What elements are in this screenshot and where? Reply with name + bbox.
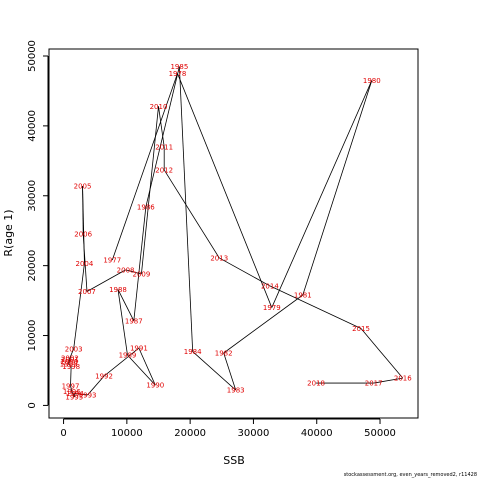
- y-axis-title: R(age 1): [2, 209, 15, 256]
- point-label-1989: 1989: [119, 352, 137, 360]
- trajectory-segment: [223, 294, 304, 354]
- trajectory-segment: [69, 348, 75, 359]
- point-label-1992: 1992: [95, 373, 113, 381]
- point-label-1998: 1998: [62, 363, 80, 371]
- trajectory-segment: [269, 285, 362, 329]
- trajectory-segment: [138, 347, 156, 386]
- trajectory-segment: [82, 185, 84, 235]
- point-label-1993: 1993: [79, 391, 97, 399]
- point-label-2015: 2015: [352, 325, 370, 333]
- point-label-2011: 2011: [155, 143, 173, 151]
- point-label-1978: 1978: [169, 70, 187, 78]
- trajectory-segment: [163, 169, 220, 259]
- point-label-1982: 1982: [215, 350, 233, 358]
- point-label-2013: 2013: [210, 254, 228, 262]
- trajectory-segment: [223, 352, 237, 391]
- trajectory-segment: [158, 106, 165, 147]
- trajectory-segment: [117, 289, 135, 322]
- point-label-2003: 2003: [65, 345, 83, 353]
- x-tick-label: 30000: [238, 428, 270, 439]
- point-label-2000: 2000: [60, 358, 78, 366]
- trajectory-segment: [192, 351, 236, 391]
- point-label-2005: 2005: [74, 182, 92, 190]
- point-label-2004: 2004: [76, 260, 94, 268]
- trajectory-segment: [302, 80, 373, 296]
- trajectory-segment: [71, 391, 75, 398]
- point-label-1995: 1995: [65, 394, 83, 402]
- trajectory-segment: [178, 66, 194, 352]
- trajectory-segment: [74, 393, 88, 396]
- trajectory-segment: [70, 385, 73, 392]
- point-label-1977: 1977: [103, 257, 121, 265]
- trajectory-segment: [127, 354, 156, 386]
- point-label-2006: 2006: [74, 231, 92, 239]
- trajectory-segment: [82, 234, 88, 292]
- point-label-1988: 1988: [109, 286, 127, 294]
- trajectory-segment: [103, 347, 140, 377]
- trajectory-segment: [125, 269, 142, 275]
- trajectory-segment: [68, 361, 70, 365]
- footer-note: stockassessment.org, even_years_removed2…: [343, 472, 477, 478]
- x-tick-label: 0: [60, 428, 66, 439]
- y-tick-label: 20000: [27, 250, 38, 282]
- x-axis-title: SSB: [223, 454, 245, 467]
- point-label-1997: 1997: [62, 382, 80, 390]
- x-axis: 0 10000 20000 30000 40000 50000: [60, 418, 396, 439]
- trajectory-lines: [68, 66, 404, 398]
- point-labels: 1977 1978 1979 1980 1981 1982 1983 1984 1985 1986…: [60, 63, 413, 402]
- point-label-2009: 2009: [132, 271, 150, 279]
- plot-frame: [48, 48, 419, 419]
- trajectory-segment: [86, 269, 126, 292]
- y-axis: 0 10000 20000 30000 40000 50000: [27, 40, 49, 409]
- point-label-1983: 1983: [227, 387, 245, 395]
- point-label-2002: 2002: [61, 354, 79, 362]
- trajectory-segment: [70, 366, 72, 386]
- y-tick-label: 10000: [27, 320, 38, 352]
- x-tick-label: 10000: [111, 428, 143, 439]
- trajectory-segment: [373, 377, 403, 384]
- trajectory-segment: [219, 257, 271, 287]
- trajectory-segment: [111, 73, 178, 261]
- point-label-1980: 1980: [363, 77, 381, 85]
- x-tick-label: 40000: [301, 428, 333, 439]
- point-label-2014: 2014: [261, 282, 279, 290]
- point-label-1986: 1986: [137, 203, 155, 211]
- x-tick-label: 50000: [364, 428, 396, 439]
- trajectory-segment: [68, 359, 71, 362]
- point-label-2001: 2001: [61, 356, 79, 364]
- point-label-1981: 1981: [294, 292, 312, 300]
- trajectory-segment: [133, 206, 147, 321]
- y-tick-label: 30000: [27, 180, 38, 212]
- point-label-1984: 1984: [184, 348, 202, 356]
- trajectory-segment: [68, 363, 72, 367]
- point-label-2012: 2012: [155, 166, 173, 174]
- x-tick-label: 20000: [174, 428, 206, 439]
- trajectory-segment: [177, 73, 273, 308]
- point-label-1994: 1994: [66, 390, 84, 398]
- trajectory-segment: [73, 263, 85, 349]
- y-tick-label: 0: [27, 402, 38, 408]
- y-tick-label: 50000: [27, 40, 38, 72]
- point-label-1985: 1985: [170, 63, 188, 71]
- trajectory-segment: [360, 328, 404, 379]
- point-label-2007: 2007: [78, 288, 96, 296]
- point-label-2016: 2016: [394, 375, 412, 383]
- y-tick-label: 40000: [27, 110, 38, 142]
- trajectory-segment: [117, 289, 128, 356]
- point-label-1990: 1990: [146, 382, 164, 390]
- point-label-2018: 2018: [307, 380, 325, 388]
- point-label-1979: 1979: [263, 304, 281, 312]
- point-label-1987: 1987: [125, 317, 143, 325]
- trajectory-segment: [87, 375, 105, 396]
- point-label-2017: 2017: [365, 380, 383, 388]
- point-label-1991: 1991: [130, 345, 148, 353]
- trajectory-segment: [141, 106, 159, 275]
- point-label-1996: 1996: [63, 388, 81, 396]
- point-label-2008: 2008: [117, 266, 135, 274]
- point-label-1999: 1999: [60, 361, 78, 369]
- trajectory-segment: [271, 80, 373, 308]
- point-label-2010: 2010: [150, 103, 168, 111]
